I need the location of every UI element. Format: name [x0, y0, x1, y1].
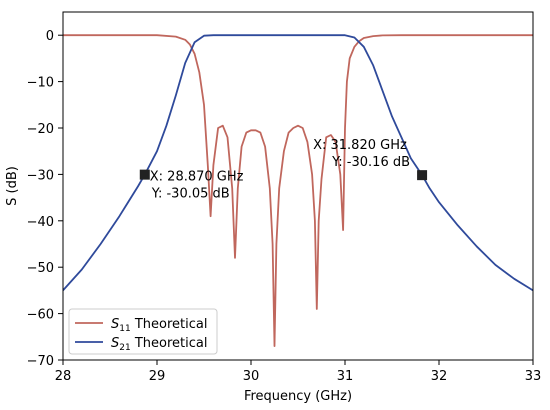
x-axis-label: Frequency (GHz) — [244, 389, 352, 404]
x-tick-label: 30 — [243, 369, 260, 384]
y-tick-label: −40 — [27, 215, 54, 230]
y-tick-label: −70 — [27, 354, 54, 369]
marker-label-x: X: 31.820 GHz — [313, 138, 407, 153]
y-tick-label: 0 — [46, 29, 54, 44]
x-tick-label: 33 — [525, 369, 542, 384]
data-markers: X: 28.870 GHz Y: -30.05 dB X: 31.820 GHz Y:… — [139, 138, 428, 202]
y-tick-label: −50 — [27, 261, 54, 276]
marker-label-y: Y: -30.05 dB — [151, 187, 230, 202]
marker-label-x: X: 28.870 GHz — [150, 170, 244, 185]
y-tick-label: −60 — [27, 308, 54, 323]
y-axis-label: S (dB) — [5, 166, 20, 206]
legend: S11 Theoretical S21 Theoretical — [68, 308, 218, 355]
legend-box — [68, 308, 218, 355]
y-tick-label: −30 — [27, 168, 54, 183]
data-marker — [417, 170, 428, 181]
data-marker — [139, 169, 150, 180]
x-tick-label: 31 — [337, 369, 354, 384]
axes-frame — [62, 11, 534, 361]
x-tick-label: 32 — [431, 369, 448, 384]
legend-label: S11 Theoretical — [111, 317, 207, 334]
series-line-s11 — [63, 34, 533, 348]
y-tick-label: −20 — [27, 122, 54, 137]
x-tick-label: 28 — [55, 369, 72, 384]
ticks: 28 29 30 31 32 33 0 −10 −20 −30 −40 −50 −60 −70 — [27, 29, 542, 384]
legend-label: S21 Theoretical — [111, 336, 207, 353]
y-tick-label: −10 — [27, 76, 54, 91]
marker-label-y: Y: -30.16 dB — [331, 155, 410, 170]
axes — [62, 11, 534, 361]
x-tick-label: 29 — [149, 369, 166, 384]
